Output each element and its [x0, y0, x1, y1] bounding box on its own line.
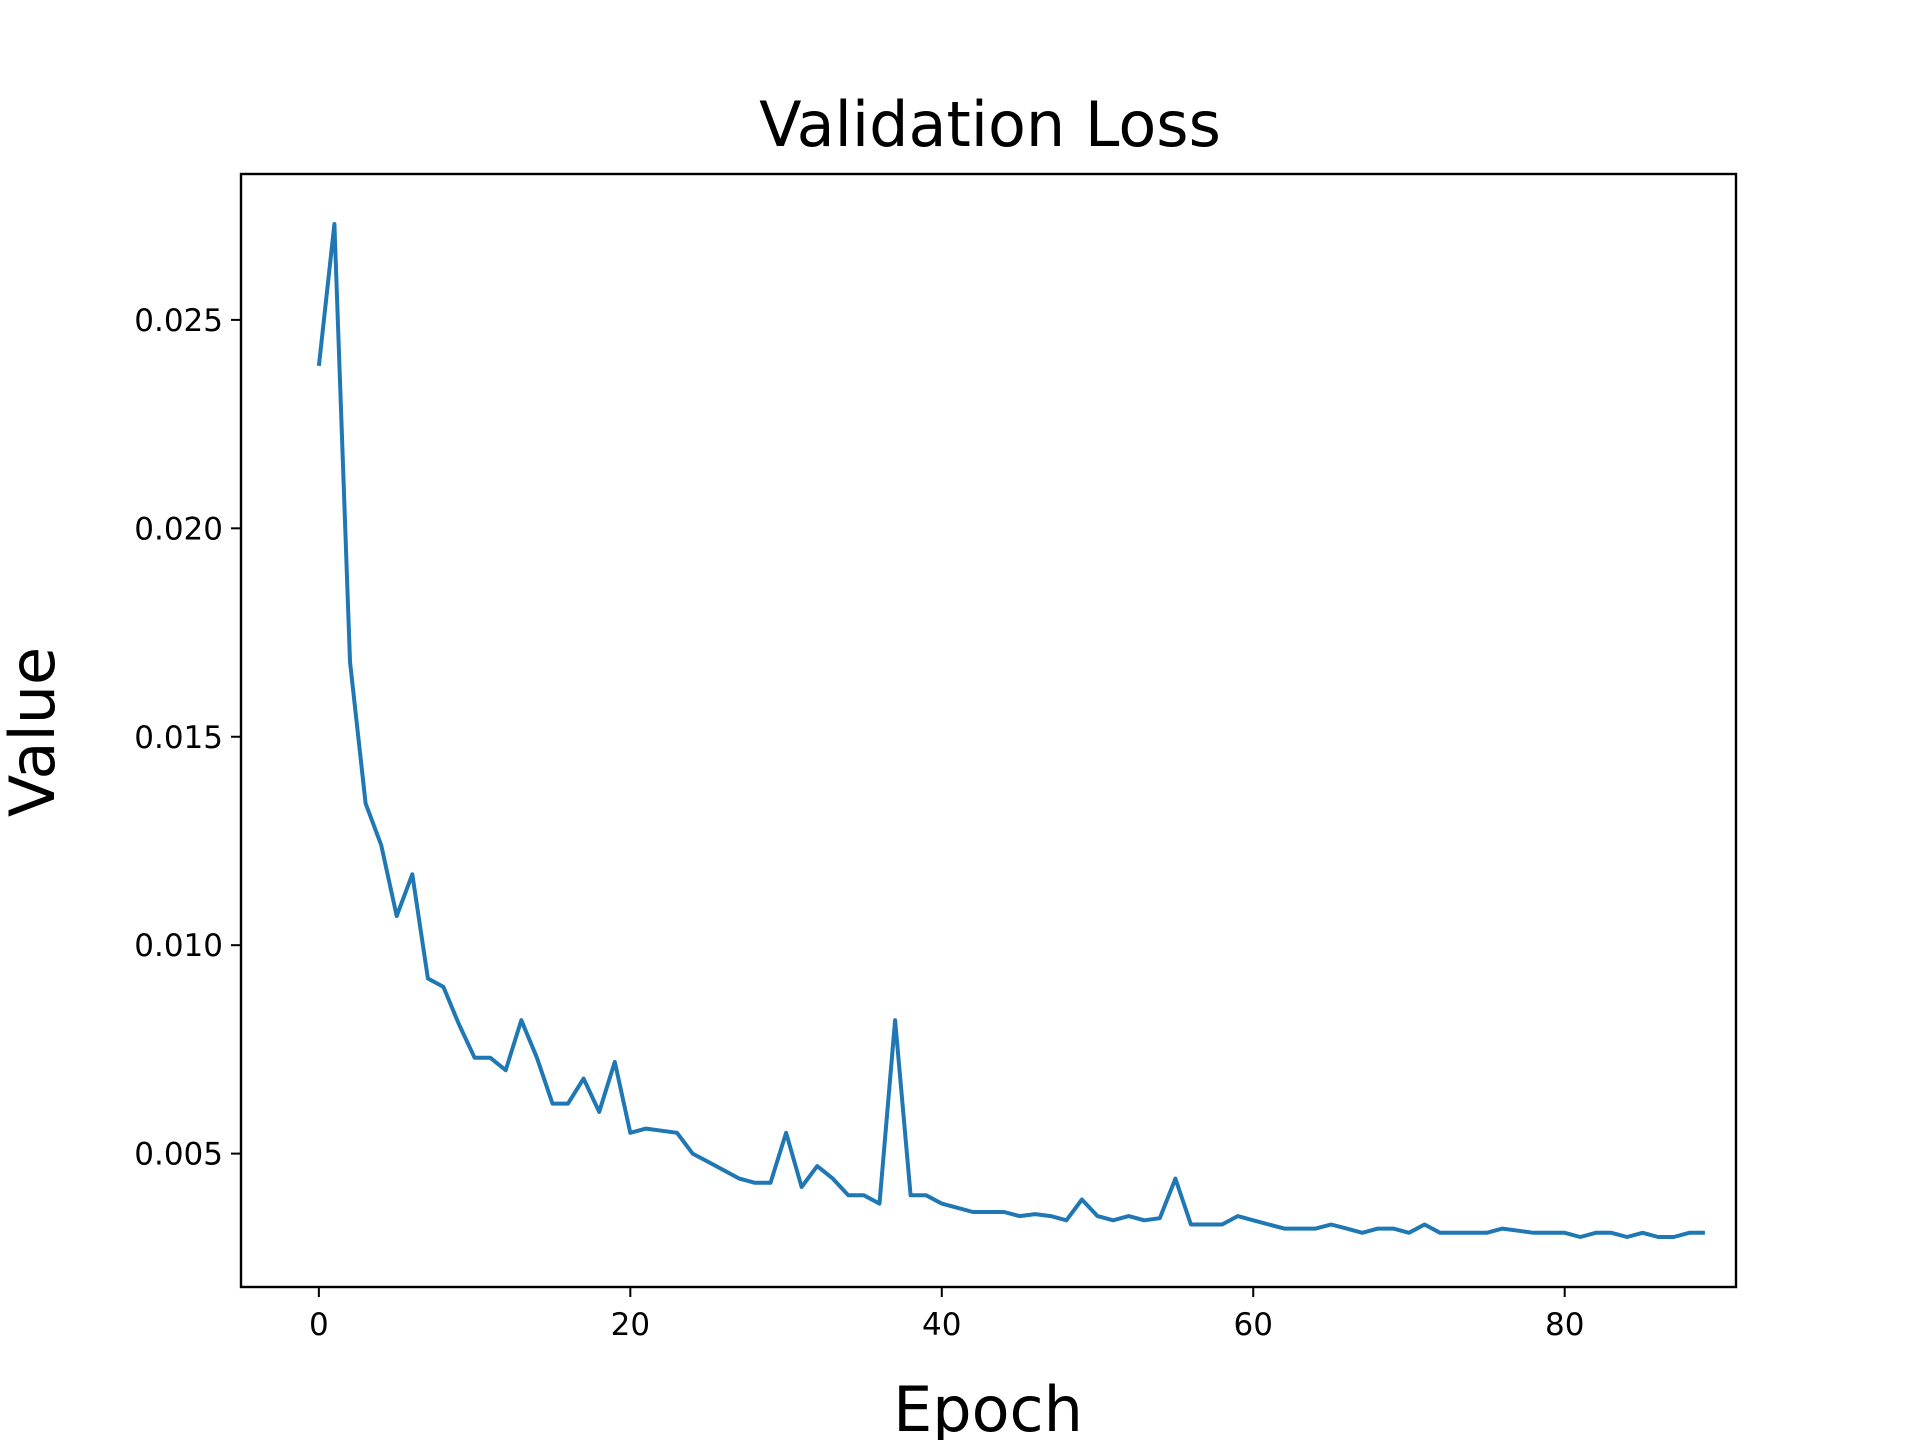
x-tick-label: 0 — [309, 1307, 329, 1343]
y-tick-label: 0.005 — [134, 1137, 223, 1173]
x-tick-label: 20 — [611, 1307, 650, 1343]
y-axis-title: Value — [0, 647, 69, 817]
y-tick-label: 0.010 — [134, 928, 223, 964]
x-tick-label: 60 — [1234, 1307, 1273, 1343]
chart-title: Validation Loss — [759, 88, 1221, 161]
x-axis-title: Epoch — [893, 1373, 1083, 1440]
y-tick-label: 0.020 — [134, 511, 223, 547]
plot-frame — [239, 172, 1738, 1289]
x-tick-label: 80 — [1545, 1307, 1584, 1343]
y-tick-label: 0.015 — [134, 720, 223, 756]
x-tick-label: 40 — [922, 1307, 961, 1343]
y-tick-label: 0.025 — [134, 303, 223, 339]
series-line — [316, 222, 1705, 1239]
